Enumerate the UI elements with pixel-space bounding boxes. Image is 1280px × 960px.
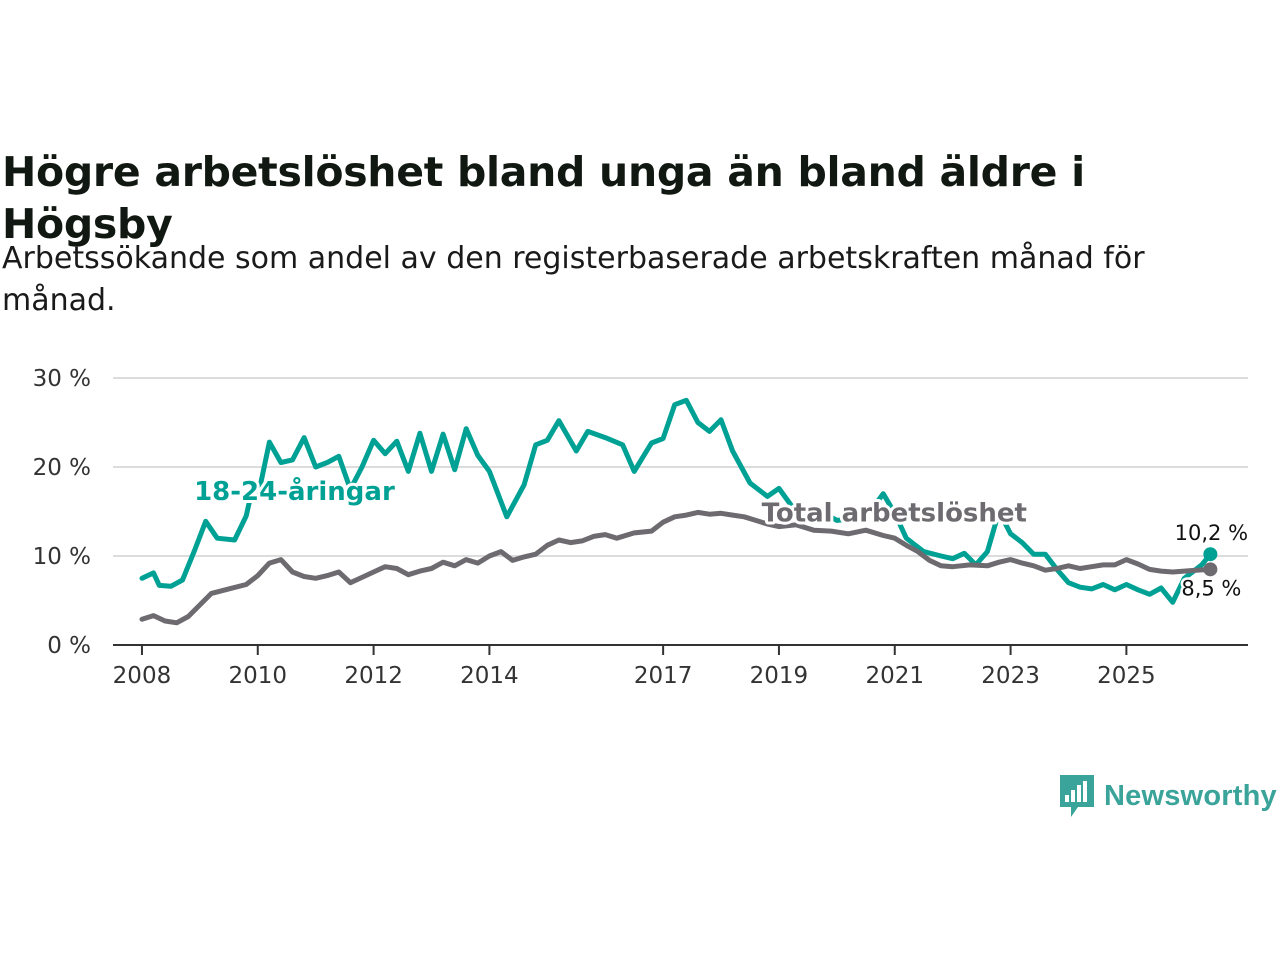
y-tick-label: 30 % bbox=[33, 366, 91, 392]
x-tick-label: 2008 bbox=[113, 663, 172, 689]
series-line-youth bbox=[139, 397, 1213, 605]
value-label-youth: 10,2 % bbox=[1175, 521, 1248, 545]
newsworthy-wordmark: Newsworthy bbox=[1104, 779, 1277, 812]
labels: 18-24-åringar Total arbetslöshet 10,2 % 8,5… bbox=[191, 472, 1250, 603]
value-label-total: 8,5 % bbox=[1181, 576, 1241, 600]
endpoint-marker-youth bbox=[1203, 547, 1218, 562]
gridlines bbox=[113, 377, 1248, 557]
newsworthy-logo-icon bbox=[1060, 775, 1094, 817]
y-tick-label: 20 % bbox=[33, 455, 91, 481]
chart-subtitle: Arbetssökande som andel av den registerb… bbox=[2, 241, 1145, 318]
line-chart: 0 % 10 % 20 % 30 % 2008 2010 2012 2014 2017 2019 2… bbox=[33, 366, 1251, 689]
x-tick-label: 2025 bbox=[1097, 663, 1156, 689]
series-label-total: Total arbetslöshet bbox=[762, 498, 1027, 528]
y-tick-label: 10 % bbox=[33, 544, 91, 570]
endpoint-marker-total bbox=[1203, 562, 1218, 577]
axes: 0 % 10 % 20 % 30 % 2008 2010 2012 2014 2017 2019 2… bbox=[33, 366, 1248, 689]
x-tick-label: 2021 bbox=[865, 663, 924, 689]
x-tick-label: 2012 bbox=[344, 663, 403, 689]
series-lines bbox=[139, 397, 1213, 626]
series-line-total bbox=[139, 509, 1213, 626]
x-tick-label: 2014 bbox=[460, 663, 519, 689]
x-tick-label: 2017 bbox=[634, 663, 693, 689]
x-tick-label: 2010 bbox=[228, 663, 287, 689]
x-tick-label: 2023 bbox=[981, 663, 1040, 689]
x-tick-label: 2019 bbox=[750, 663, 809, 689]
series-label-youth: 18-24-åringar bbox=[194, 475, 395, 507]
newsworthy-brand: Newsworthy bbox=[1058, 772, 1277, 820]
chart-title: Högre arbetslöshet bland unga än bland ä… bbox=[2, 148, 1085, 248]
y-tick-label: 0 % bbox=[47, 633, 91, 659]
